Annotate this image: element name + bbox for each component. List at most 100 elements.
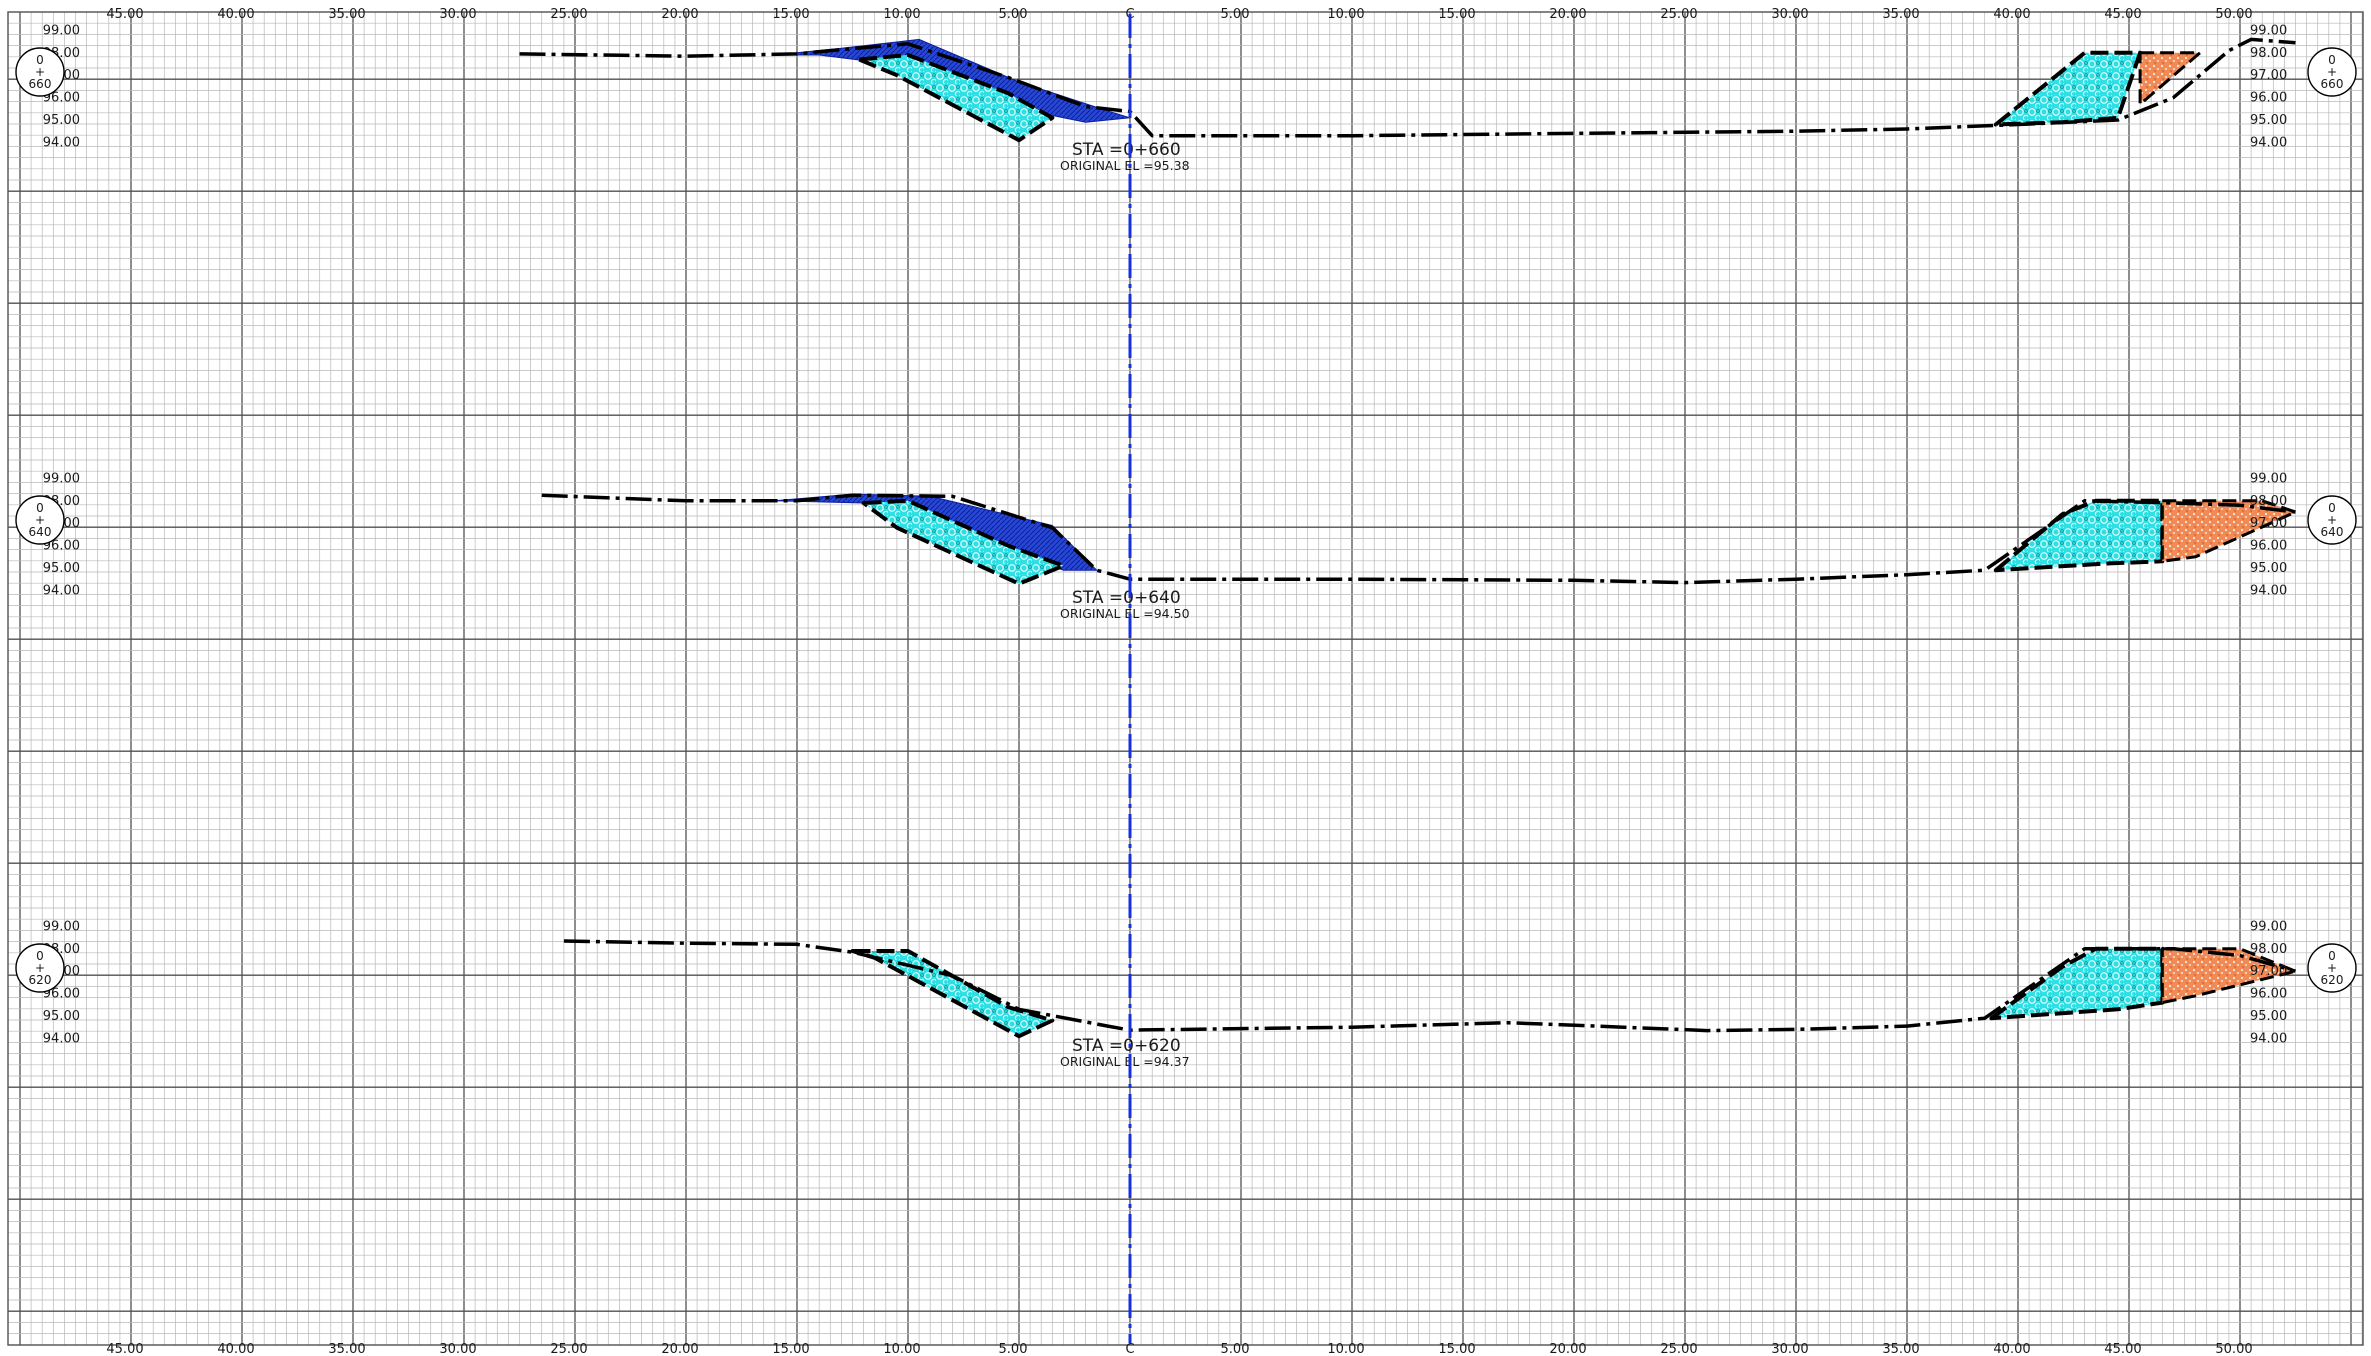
station-circle-icon: 0+640 — [2307, 495, 2357, 545]
offset-label-bottom: 5.00 — [999, 1342, 1028, 1356]
offset-label-top: 20.00 — [661, 7, 698, 22]
offset-label-top: 40.00 — [1993, 7, 2030, 22]
offset-label-top: 35.00 — [328, 7, 365, 22]
station-marker-mid: + — [35, 513, 45, 527]
station-marker-mid: + — [2327, 961, 2337, 975]
station-circle-icon: 0+620 — [15, 943, 65, 993]
offset-label-top: 15.00 — [772, 7, 809, 22]
elevation-label-left: 99.00 — [43, 471, 80, 486]
original-elevation-label: ORIGINAL EL =94.50 — [1060, 606, 1190, 621]
offset-label-bottom: 20.00 — [1549, 1342, 1586, 1356]
soil-region-right — [2160, 499, 2297, 563]
offset-label-top: 25.00 — [1660, 7, 1697, 22]
offset-label-top: 45.00 — [2104, 7, 2141, 22]
elevation-label-left: 94.00 — [43, 1031, 80, 1046]
elevation-label-right: 95.00 — [2250, 113, 2287, 128]
offset-label-top: 50.00 — [2215, 7, 2252, 22]
offset-label-top: 35.00 — [1882, 7, 1919, 22]
offset-label-top: 45.00 — [106, 7, 143, 22]
elevation-label-left: 95.00 — [43, 561, 80, 576]
offset-label-bottom: 50.00 — [2215, 1342, 2252, 1356]
offset-label-top: 5.00 — [999, 7, 1028, 22]
offset-label-top: 30.00 — [439, 7, 476, 22]
elevation-label-right: 95.00 — [2250, 1009, 2287, 1024]
embankment-right — [1993, 498, 2165, 573]
station-marker-bottom: 620 — [2321, 973, 2344, 987]
axis-labels-layer: 45.00 40.00 35.00 30.00 25.00 20.00 15.00 10.00… — [106, 7, 2252, 1356]
offset-label-bottom: 35.00 — [1882, 1342, 1919, 1356]
offset-label-bottom: 30.00 — [1771, 1342, 1808, 1356]
ground-profile-line — [563, 939, 2296, 1033]
station-circle-icon: 0+660 — [2307, 47, 2357, 97]
offset-label-bottom: 20.00 — [661, 1342, 698, 1356]
station-marker-bottom: 640 — [29, 525, 52, 539]
station-marker-bottom: 660 — [29, 77, 52, 91]
station-marker-top: 0 — [2328, 53, 2336, 67]
station-circle — [2307, 47, 2357, 97]
station-marker-mid: + — [2327, 513, 2337, 527]
offset-label-top: 30.00 — [1771, 7, 1808, 22]
ground-profile-line — [519, 37, 2296, 138]
station-circle — [2307, 943, 2357, 993]
offset-label-bottom: C — [1125, 1342, 1134, 1356]
elevation-label-left: 96.00 — [43, 987, 80, 1002]
embankment-left — [857, 53, 1055, 143]
offset-label-bottom: 25.00 — [550, 1342, 587, 1356]
original-elevation-label: ORIGINAL EL =95.38 — [1060, 158, 1190, 173]
elevation-label-right: 98.00 — [2250, 942, 2287, 957]
station-marker-mid: + — [2327, 65, 2337, 79]
station-marker-mid: + — [35, 65, 45, 79]
offset-label-bottom: 10.00 — [1327, 1342, 1364, 1356]
station-marker-mid: + — [35, 961, 45, 975]
station-circle — [15, 943, 65, 993]
offset-label-top: 15.00 — [1438, 7, 1475, 22]
station-marker-top: 0 — [36, 53, 44, 67]
offset-label-top: 40.00 — [217, 7, 254, 22]
elevation-label-right: 98.00 — [2250, 46, 2287, 61]
offset-label-top: 25.00 — [550, 7, 587, 22]
station-circle — [2307, 495, 2357, 545]
embankment-right — [1989, 946, 2165, 1021]
elevation-label-right: 95.00 — [2250, 561, 2287, 576]
elevation-label-right: 97.00 — [2250, 964, 2287, 979]
ground-profile-line — [541, 493, 2296, 585]
soil-region-right — [2138, 51, 2202, 106]
elevation-label-left: 94.00 — [43, 583, 80, 598]
station-circle-icon: 0+620 — [2307, 943, 2357, 993]
offset-label-bottom: 15.00 — [1438, 1342, 1475, 1356]
embankment-left — [861, 498, 1066, 586]
elevation-label-right: 96.00 — [2250, 539, 2287, 554]
station-marker-bottom: 640 — [2321, 525, 2344, 539]
station-circle-icon: 0+660 — [15, 47, 65, 97]
elevation-label-left: 96.00 — [43, 91, 80, 106]
original-elevation-label: ORIGINAL EL =94.37 — [1060, 1054, 1190, 1069]
elevation-label-right: 97.00 — [2250, 516, 2287, 531]
station-label: STA =0+660 — [1072, 140, 1181, 160]
elevation-label-right: 99.00 — [2250, 23, 2287, 38]
offset-label-bottom: 5.00 — [1221, 1342, 1250, 1356]
offset-label-top: 5.00 — [1221, 7, 1250, 22]
offset-label-bottom: 25.00 — [1660, 1342, 1697, 1356]
elevation-label-right: 96.00 — [2250, 91, 2287, 106]
offset-label-bottom: 35.00 — [328, 1342, 365, 1356]
offset-label-bottom: 40.00 — [1993, 1342, 2030, 1356]
station-marker-top: 0 — [36, 949, 44, 963]
elevation-label-left: 95.00 — [43, 1009, 80, 1024]
offset-label-top: 20.00 — [1549, 7, 1586, 22]
offset-label-bottom: 10.00 — [883, 1342, 920, 1356]
elevation-label-right: 97.00 — [2250, 68, 2287, 83]
offset-label-bottom: 15.00 — [772, 1342, 809, 1356]
elevation-label-left: 99.00 — [43, 23, 80, 38]
elevation-label-right: 94.00 — [2250, 583, 2287, 598]
station-label: STA =0+640 — [1072, 588, 1181, 608]
drawing-border — [7, 11, 2364, 1346]
station-marker-bottom: 620 — [29, 973, 52, 987]
offset-label-bottom: 40.00 — [217, 1342, 254, 1356]
elevation-label-right: 99.00 — [2250, 919, 2287, 934]
elevation-label-left: 95.00 — [43, 113, 80, 128]
grid-layer — [7, 11, 2364, 1346]
